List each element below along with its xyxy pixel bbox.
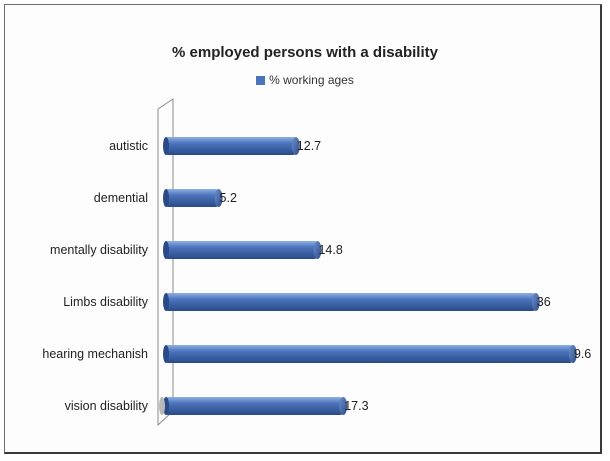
bar-base	[163, 345, 169, 363]
bar	[165, 137, 296, 155]
axis-base-tab	[159, 397, 165, 415]
bar	[165, 189, 219, 207]
bar	[165, 241, 318, 259]
bar	[165, 293, 536, 311]
bar-end-cap	[568, 345, 577, 363]
bar-end-cap	[313, 241, 322, 259]
bar-base	[163, 241, 169, 259]
bar-base	[163, 293, 169, 311]
bar-end-cap	[531, 293, 540, 311]
category-label: hearing mechanish	[42, 347, 148, 361]
data-label: 14.8	[318, 243, 342, 257]
bar-base	[163, 189, 169, 207]
bar-base	[163, 137, 169, 155]
chart-title: % employed persons with a disability	[172, 44, 438, 61]
category-label: demential	[94, 191, 148, 205]
bar-end-cap	[339, 397, 348, 415]
data-label: 12.7	[297, 139, 321, 153]
bar-end-cap	[291, 137, 300, 155]
category-label: autistic	[109, 139, 148, 153]
category-label: mentally disability	[50, 243, 149, 257]
bar	[165, 397, 344, 415]
category-label: Limbs disability	[63, 295, 149, 309]
chart-frame	[4, 4, 602, 454]
data-label: 9.6	[574, 347, 591, 361]
bar	[165, 345, 573, 363]
category-label: vision disability	[65, 399, 149, 413]
data-label: 36	[537, 295, 551, 309]
chart-legend: % working ages	[0, 73, 610, 87]
legend-swatch	[256, 76, 266, 85]
data-label: 17.3	[344, 399, 368, 413]
legend-label: % working ages	[269, 73, 354, 87]
data-label: 5.2	[220, 191, 237, 205]
bar-end-cap	[214, 189, 223, 207]
